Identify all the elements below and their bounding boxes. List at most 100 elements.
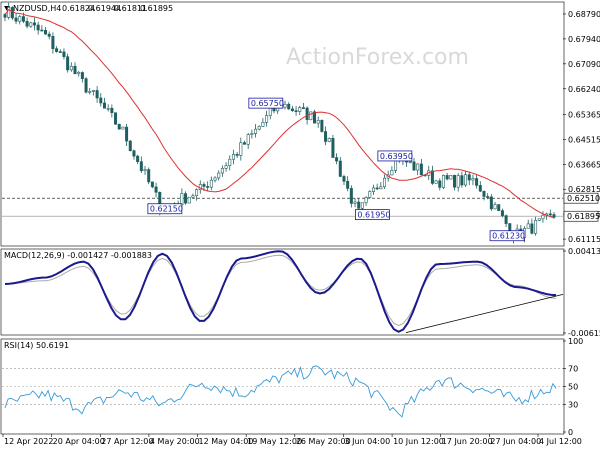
candle xyxy=(482,190,486,201)
rsi-axis: 100 70 50 30 0 xyxy=(563,337,583,437)
rsi-tick-label: 0 xyxy=(568,428,573,437)
candle xyxy=(180,188,184,206)
moving-average-line xyxy=(4,9,555,219)
candle xyxy=(191,193,195,198)
candle xyxy=(80,71,84,83)
time-tick-label: 17 Jun 20:00 xyxy=(442,437,493,446)
price-tick-label: 0.68790 xyxy=(568,10,600,19)
candle xyxy=(298,105,302,116)
candle xyxy=(102,97,106,109)
candle xyxy=(500,208,504,218)
price-annotation: 0.61950 xyxy=(355,209,391,221)
candle xyxy=(66,53,70,73)
macd-tick-label: -0.00615 xyxy=(568,329,600,338)
candle xyxy=(213,176,217,183)
candle xyxy=(239,137,243,161)
candle xyxy=(257,125,261,131)
candle xyxy=(467,171,471,186)
candle xyxy=(209,176,213,191)
candle xyxy=(489,194,493,211)
time-tick-label: 10 Jun 12:00 xyxy=(393,437,444,446)
candle xyxy=(7,2,11,20)
candle xyxy=(383,174,387,189)
price-tick-label: 0.61115 xyxy=(568,235,600,244)
candle xyxy=(44,26,48,35)
reference-level-box xyxy=(563,192,599,204)
candle xyxy=(497,204,501,212)
svg-text:0.61230: 0.61230 xyxy=(492,232,525,241)
candle xyxy=(309,111,313,121)
svg-text:0.61950: 0.61950 xyxy=(357,211,390,220)
candle xyxy=(125,123,129,147)
time-tick-label: 4 May 20:00 xyxy=(150,437,200,446)
time-tick-label: 12 May 04:00 xyxy=(199,437,254,446)
candle xyxy=(534,216,538,236)
candle xyxy=(32,17,36,31)
price-tick-label: 0.66240 xyxy=(568,85,600,94)
open-value: 0.61824 xyxy=(62,4,95,13)
candle xyxy=(143,166,147,175)
rsi-title: RSI(14) 50.6191 xyxy=(4,341,69,350)
candle xyxy=(228,155,232,171)
candle xyxy=(445,172,449,181)
candle xyxy=(449,175,453,180)
candle xyxy=(58,49,62,53)
candle xyxy=(154,182,158,198)
candle xyxy=(375,183,379,191)
candle xyxy=(548,209,552,217)
current-price-box xyxy=(563,210,599,222)
price-tick-label: 0.62815 xyxy=(568,185,600,194)
candle xyxy=(246,132,250,149)
candle xyxy=(51,32,55,54)
candle xyxy=(195,188,199,201)
candle xyxy=(371,184,375,195)
price-candles xyxy=(3,2,556,244)
candle xyxy=(55,46,59,53)
candle xyxy=(537,218,541,222)
candle xyxy=(301,102,305,109)
time-tick-label: 19 May 12:00 xyxy=(247,437,302,446)
candle xyxy=(327,137,331,143)
candle xyxy=(139,156,143,173)
candle xyxy=(316,116,320,128)
time-tick-label: 27 Apr 12:00 xyxy=(101,437,153,446)
candle xyxy=(504,214,508,227)
macd-tick-label: 0.004135 xyxy=(568,247,600,256)
candle xyxy=(331,135,335,158)
candle xyxy=(114,112,118,125)
price-axis: 0.68790 0.67940 0.67090 0.66240 0.65365 0.645… xyxy=(563,10,600,244)
candle xyxy=(324,126,328,146)
symbol-label: NZDUSD,H4 xyxy=(13,4,61,13)
price-tick-label: 0.64515 xyxy=(568,135,600,144)
candle xyxy=(493,201,497,210)
price-panel-frame xyxy=(0,1,565,247)
svg-text:0.63950: 0.63950 xyxy=(380,152,413,161)
close-value: 0.61895 xyxy=(140,4,173,13)
rsi-levels xyxy=(2,367,563,406)
candle xyxy=(412,158,416,171)
candle xyxy=(313,109,317,124)
candle xyxy=(250,129,254,139)
candle xyxy=(29,21,33,28)
price-tick-label: 0.67940 xyxy=(568,35,600,44)
candle xyxy=(290,105,294,112)
candle xyxy=(36,21,40,35)
candle xyxy=(346,176,350,192)
candle xyxy=(147,167,151,185)
candle xyxy=(40,25,44,32)
candle xyxy=(357,198,361,209)
candle xyxy=(235,151,239,159)
candle xyxy=(187,196,191,204)
candle xyxy=(416,163,420,176)
candle xyxy=(460,171,464,188)
candle xyxy=(25,17,29,29)
candle xyxy=(265,110,269,127)
candle xyxy=(335,153,339,165)
rsi-tick-label: 50 xyxy=(568,383,578,392)
price-annotation: 0.65750 xyxy=(248,97,284,109)
candle xyxy=(430,165,434,185)
candle xyxy=(184,191,188,205)
candle xyxy=(287,102,291,110)
